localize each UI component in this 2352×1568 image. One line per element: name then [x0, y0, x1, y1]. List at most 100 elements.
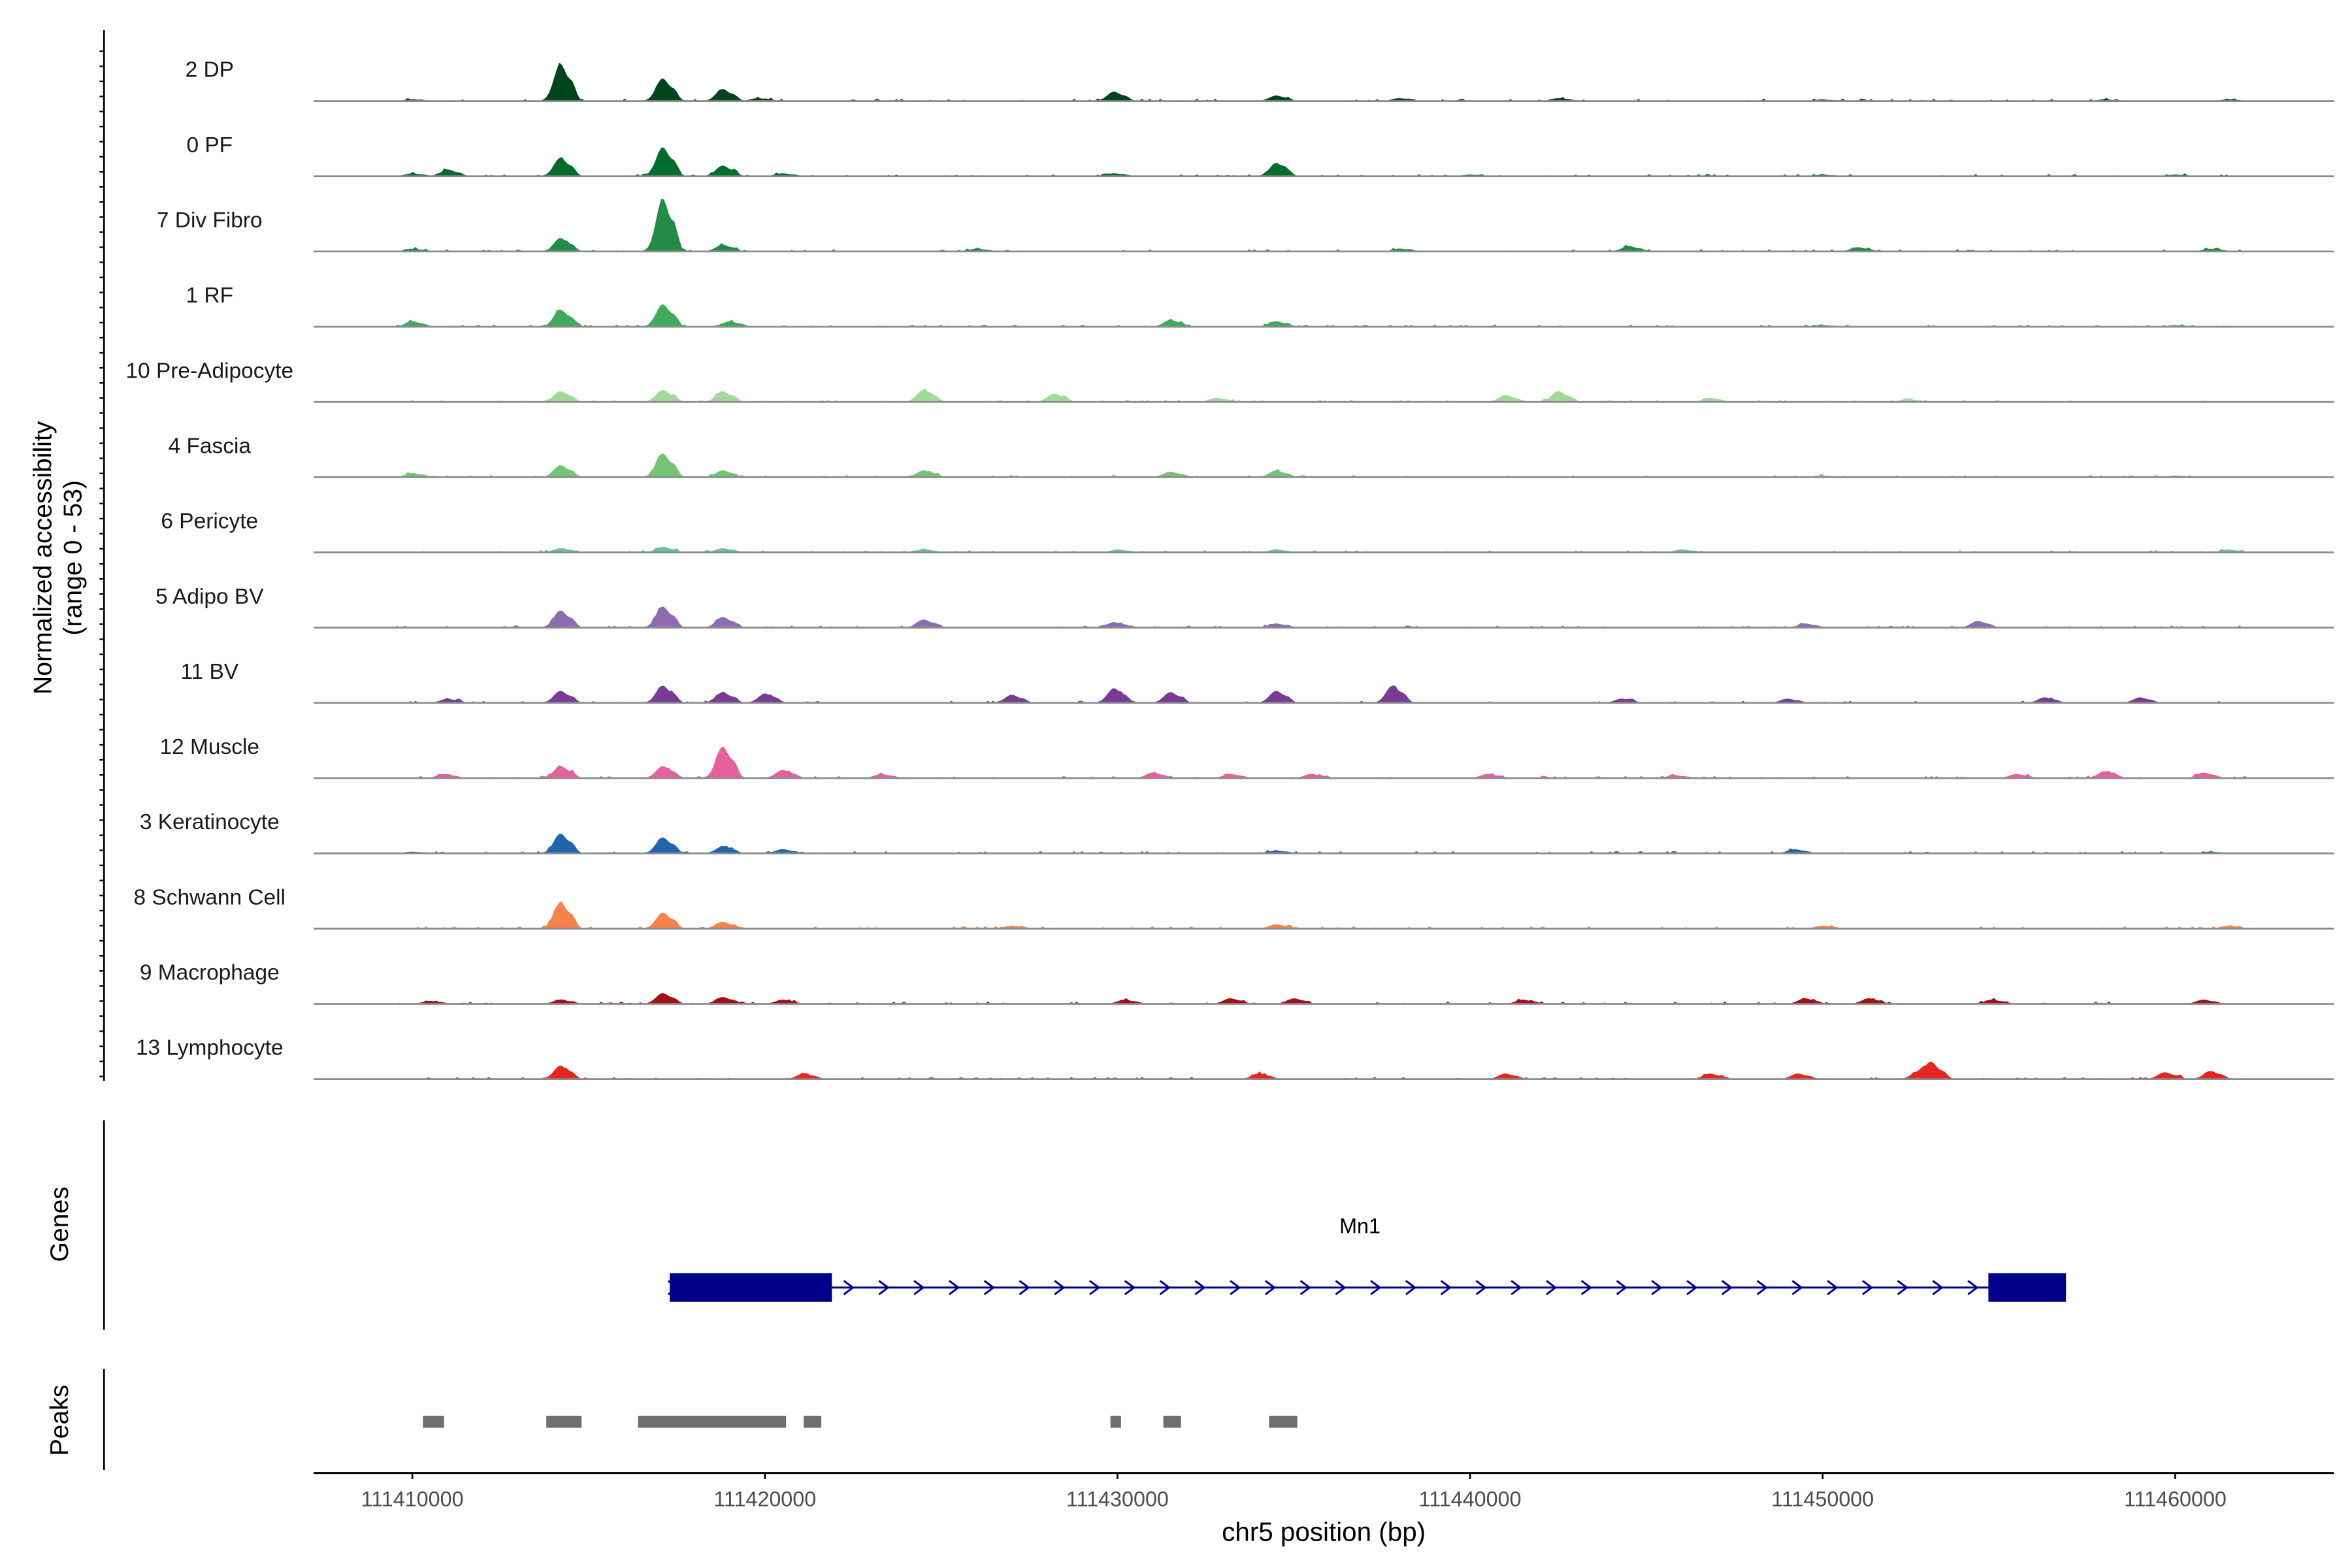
coverage-area [314, 993, 2334, 1004]
gene-strand-arrow [1159, 1280, 1171, 1296]
coverage-area [314, 834, 2334, 854]
gene-strand-arrow [913, 1280, 925, 1296]
x-tick-label: 111420000 [713, 1487, 816, 1511]
track-label: 10 Pre-Adipocyte [125, 359, 293, 383]
gene-strand-arrow [949, 1280, 960, 1296]
coverage-tracks: 2 DP 0 PF 7 Div Fibro 1 RF 10 Pre-Adipocyte 4… [125, 58, 2334, 1081]
track-label: 1 RF [186, 284, 234, 308]
y-axis-label-line1: Normalized accessibility [28, 421, 57, 694]
track-label: 6 Pericyte [161, 510, 258, 534]
gene-strand-arrow [1335, 1280, 1347, 1296]
track-7-div-fibro: 7 Div Fibro [157, 199, 2334, 253]
track-11-bv: 11 BV [180, 660, 2334, 704]
gene-strand-arrow [1019, 1280, 1030, 1296]
y-axis: Normalized accessibility(range 0 - 53) [28, 30, 105, 1081]
track-2-dp: 2 DP [186, 58, 2334, 103]
track-label: 12 Muscle [160, 735, 259, 759]
coverage-area [314, 685, 2334, 703]
gene-strand-arrow [1124, 1280, 1136, 1296]
gene-strand-arrow [1475, 1280, 1487, 1296]
peak-region [638, 1415, 787, 1428]
gene-strand-arrow [1264, 1280, 1277, 1296]
track-label: 13 Lymphocyte [136, 1036, 284, 1060]
peak-region [1110, 1415, 1121, 1428]
coverage-area [314, 747, 2334, 778]
track-13-lymphocyte: 13 Lymphocyte [136, 1036, 2334, 1081]
track-label: 2 DP [186, 58, 234, 82]
coverage-area [314, 388, 2334, 402]
gene-strand-arrow [1194, 1280, 1206, 1296]
x-tick-label: 111450000 [1771, 1487, 1874, 1511]
track-10-pre-adipocyte: 10 Pre-Adipocyte [125, 359, 2334, 403]
track-9-macrophage: 9 Macrophage [140, 961, 2334, 1005]
gene-strand-arrow [1405, 1280, 1417, 1296]
peaks-panel: Peaks [45, 1369, 1298, 1471]
gene-strand-arrow [1580, 1280, 1593, 1296]
track-8-schwann-cell: 8 Schwann Cell [134, 885, 2334, 930]
gene-strand-arrow [843, 1280, 855, 1296]
gene-strand-arrow [1686, 1280, 1698, 1296]
gene-strand-arrow [1299, 1280, 1311, 1296]
coverage-area [314, 453, 2334, 478]
y-axis-label-line2: (range 0 - 53) [59, 480, 88, 636]
coverage-area [314, 304, 2334, 327]
peak-region [1269, 1415, 1298, 1428]
gene-strand-arrow [1967, 1280, 1979, 1296]
track-label: 9 Macrophage [140, 961, 280, 985]
gene-strand-arrow [1791, 1280, 1803, 1296]
x-tick-label: 111460000 [2124, 1487, 2227, 1511]
gene-name-label: Mn1 [1339, 1215, 1380, 1238]
peaks-track-label: Peaks [45, 1384, 74, 1456]
coverage-area [314, 199, 2334, 252]
x-axis: 111410000 111420000 111430000 111440000 1114… [314, 1472, 2334, 1546]
track-0-pf: 0 PF [186, 133, 2334, 178]
gene-strand-arrow [878, 1280, 890, 1296]
gene-strand-arrow [1721, 1280, 1733, 1296]
gene-strand-arrow [1089, 1280, 1101, 1296]
x-tick-label: 111430000 [1066, 1487, 1169, 1511]
peak-region [546, 1415, 582, 1428]
track-label: 11 BV [180, 660, 238, 684]
genes-track-label: Genes [45, 1186, 74, 1262]
gene-strand-arrow [1370, 1280, 1382, 1296]
x-tick-label: 111410000 [361, 1487, 464, 1511]
track-12-muscle: 12 Muscle [160, 735, 2334, 779]
y-axis-label: Normalized accessibility(range 0 - 53) [28, 421, 87, 694]
track-label: 4 Fascia [169, 434, 252, 458]
coverage-area [314, 1061, 2334, 1079]
coverage-area [314, 147, 2334, 176]
gene-strand-arrow [1616, 1280, 1627, 1296]
peak-region [804, 1415, 822, 1428]
gene-exon [670, 1273, 832, 1302]
x-tick-label: 111440000 [1419, 1487, 1522, 1511]
track-6-pericyte: 6 Pericyte [161, 510, 2334, 553]
gene-strand-arrow [1511, 1280, 1522, 1296]
gene-strand-arrow [1546, 1280, 1558, 1296]
peak-region [1163, 1415, 1181, 1428]
peak-region [423, 1415, 444, 1428]
track-label: 5 Adipo BV [155, 585, 264, 609]
gene-strand-arrow [983, 1280, 996, 1296]
coverage-area [314, 546, 2334, 553]
gene-strand-arrow [1862, 1280, 1874, 1296]
track-label: 0 PF [186, 133, 233, 157]
track-label: 3 Keratinocyte [140, 810, 280, 834]
coverage-area [314, 606, 2334, 628]
track-1-rf: 1 RF [186, 284, 2334, 328]
gene-strand-arrow [1054, 1280, 1066, 1296]
track-label: 7 Div Fibro [157, 208, 263, 233]
gene-strand-arrow [1897, 1280, 1909, 1296]
track-label: 8 Schwann Cell [134, 885, 286, 909]
track-5-adipo-bv: 5 Adipo BV [155, 585, 2334, 629]
genes-panel: Genes Mn1 [45, 1120, 2066, 1330]
track-4-fascia: 4 Fascia [169, 434, 2334, 478]
gene-strand-arrow [1440, 1280, 1452, 1296]
gene-strand-arrow [1827, 1280, 1838, 1296]
coverage-area [314, 901, 2334, 929]
gene-strand-arrow [1756, 1280, 1768, 1296]
track-3-keratinocyte: 3 Keratinocyte [140, 810, 2334, 855]
gene-strand-arrow [1230, 1280, 1241, 1296]
gene-strand-arrow [1932, 1280, 1944, 1296]
gene-strand-arrow [1651, 1280, 1663, 1296]
